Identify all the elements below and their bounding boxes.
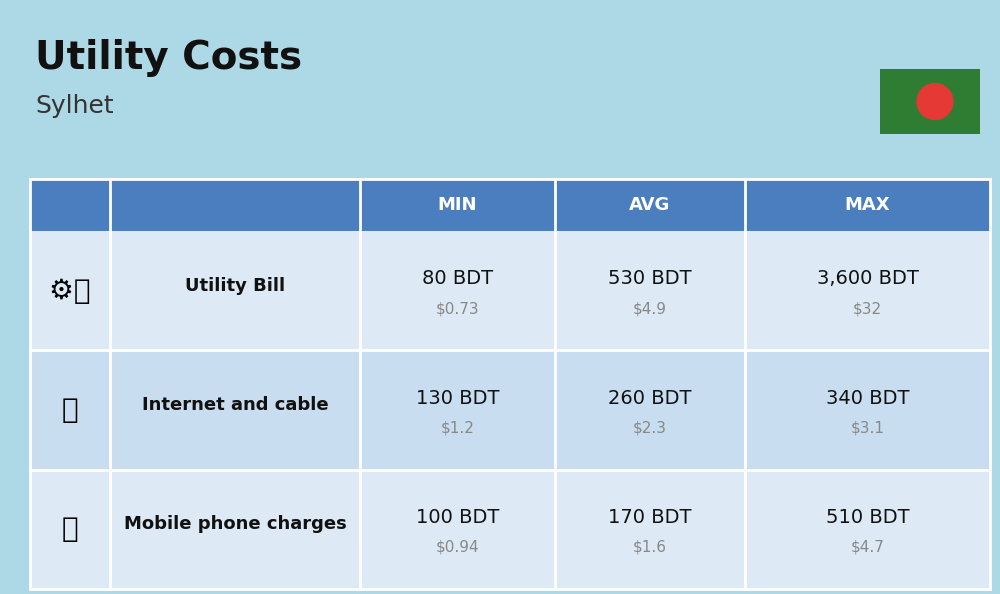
Text: 170 BDT: 170 BDT [608,508,692,527]
Text: 3,600 BDT: 3,600 BDT [817,269,918,288]
Text: AVG: AVG [629,196,671,214]
Text: $2.3: $2.3 [633,421,667,435]
Text: Internet and cable: Internet and cable [142,396,328,414]
Text: $1.2: $1.2 [441,421,474,435]
Text: 340 BDT: 340 BDT [826,388,909,407]
Text: 530 BDT: 530 BDT [608,269,692,288]
FancyBboxPatch shape [30,470,990,589]
Text: 📱: 📱 [62,516,78,544]
Text: MAX: MAX [845,196,890,214]
Text: Mobile phone charges: Mobile phone charges [124,516,346,533]
FancyBboxPatch shape [30,231,990,350]
Text: Utility Bill: Utility Bill [185,277,285,295]
Text: $0.94: $0.94 [436,540,479,555]
Text: ⚙️🔌: ⚙️🔌 [49,277,91,305]
Text: MIN: MIN [438,196,477,214]
Text: 80 BDT: 80 BDT [422,269,493,288]
Text: 510 BDT: 510 BDT [826,508,909,527]
Text: 100 BDT: 100 BDT [416,508,499,527]
Text: 260 BDT: 260 BDT [608,388,692,407]
Text: $4.7: $4.7 [851,540,884,555]
FancyBboxPatch shape [30,179,990,231]
Text: $0.73: $0.73 [436,301,479,316]
Text: $4.9: $4.9 [633,301,667,316]
Text: $1.6: $1.6 [633,540,667,555]
Text: Sylhet: Sylhet [35,94,114,118]
Text: $3.1: $3.1 [851,421,885,435]
Text: 📶: 📶 [62,396,78,424]
Text: $32: $32 [853,301,882,316]
FancyBboxPatch shape [30,350,990,470]
FancyBboxPatch shape [880,69,980,134]
FancyBboxPatch shape [110,179,360,231]
FancyBboxPatch shape [30,179,110,231]
Text: 130 BDT: 130 BDT [416,388,499,407]
Circle shape [917,84,953,119]
Text: Utility Costs: Utility Costs [35,39,302,77]
